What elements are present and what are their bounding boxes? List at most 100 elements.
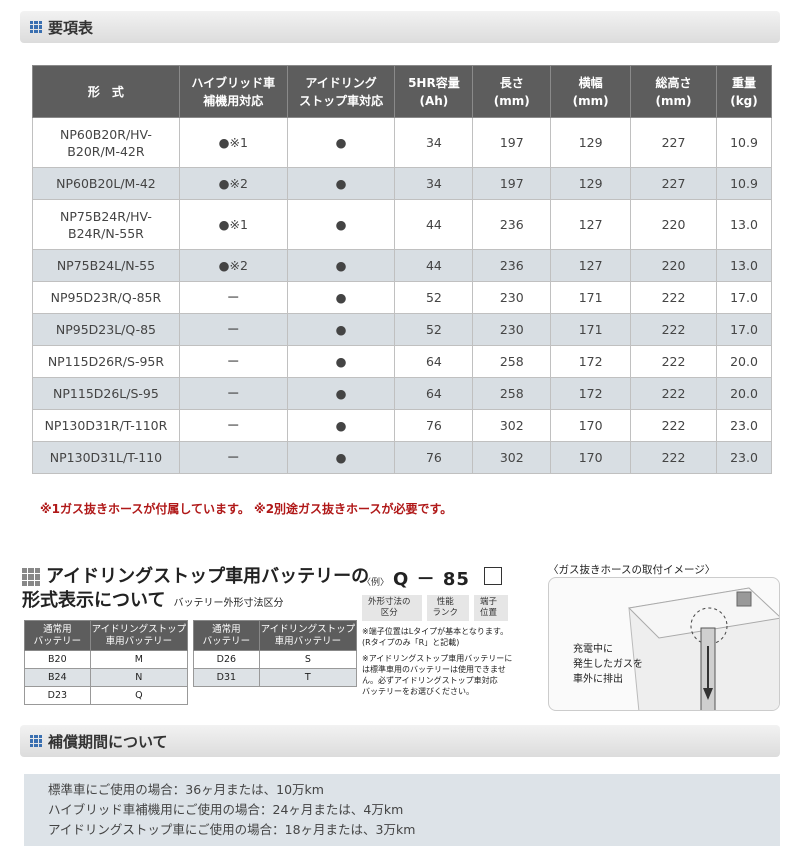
cell-length: 230 — [472, 313, 552, 346]
table-row: D31 T — [193, 668, 358, 687]
grid-icon — [30, 21, 42, 33]
cell-weight: 17.0 — [715, 313, 773, 346]
cell-length: 236 — [472, 199, 552, 250]
cell-weight: 10.9 — [715, 117, 773, 168]
cell-idle: ● — [286, 313, 396, 346]
cell-idle: ● — [286, 441, 396, 474]
warranty-standard: 標準車にご使用の場合：36ヶ月または、10万km — [48, 782, 324, 797]
hose-illustration: 充電中に 発生したガスを 車外に排出 — [548, 577, 780, 711]
cell-width: 127 — [550, 249, 632, 282]
table-row: B24 N — [24, 668, 189, 687]
spec-table: 形 式 ハイブリッド車 補機用対応 アイドリング ストップ車対応 5HR容量 (Ah)… — [32, 65, 773, 474]
cell-model: NP75B24L/N-55 — [32, 249, 180, 282]
cell-idle: ● — [286, 117, 396, 168]
cell-hybrid: ー — [178, 313, 288, 346]
cell-width: 170 — [550, 409, 632, 442]
cell-weight: 13.0 — [715, 199, 773, 250]
cell-length: 236 — [472, 249, 552, 282]
col-header-length: 長さ (mm) — [472, 65, 552, 118]
col-header-capacity: 5HR容量 (Ah) — [394, 65, 474, 118]
grid-icon — [30, 735, 42, 747]
col-header-height: 総高さ (mm) — [630, 65, 717, 118]
cell-idle: ● — [286, 409, 396, 442]
cell-hybrid: ー — [178, 441, 288, 474]
cell-model: NP115D26L/S-95 — [32, 377, 180, 410]
grid-icon-large — [22, 568, 40, 586]
table-row: NP95D23L/Q-85 ー ● 52 230 171 222 17.0 — [32, 313, 773, 346]
battery-hose-diagram-icon — [627, 587, 779, 710]
cell-hybrid: ●※2 — [178, 167, 288, 200]
mini-header-normal: 通常用 バッテリー — [193, 620, 260, 651]
table-row: NP115D26R/S-95R ー ● 64 258 172 222 20.0 — [32, 345, 773, 378]
cell-length: 197 — [472, 117, 552, 168]
cell-width: 127 — [550, 199, 632, 250]
warranty-section-header: 補償期間について — [20, 725, 780, 757]
cell-weight: 20.0 — [715, 377, 773, 410]
cell-capacity: 44 — [394, 199, 474, 250]
cell-height: 222 — [630, 313, 717, 346]
cell-idle: ● — [286, 377, 396, 410]
cell-capacity: 76 — [394, 441, 474, 474]
cell-width: 129 — [550, 167, 632, 200]
table-row: NP60B20R/HV- B20R/M-42R ●※1 ● 34 197 129 227 10.… — [32, 117, 773, 168]
cell-idle: ● — [286, 345, 396, 378]
label-performance-rank: 性能 ランク — [426, 595, 470, 621]
cell-height: 220 — [630, 249, 717, 282]
cell-idle: ● — [286, 199, 396, 250]
cell-width: 171 — [550, 313, 632, 346]
col-header-width: 横幅 (mm) — [550, 65, 632, 118]
cell-model: NP75B24R/HV- B24R/N-55R — [32, 199, 180, 250]
cell-model: NP95D23R/Q-85R — [32, 281, 180, 314]
idle-section-title: アイドリングストップ車用バッテリーの 形式表示について バッテリー外形寸法区分 — [22, 565, 370, 616]
cell-capacity: 64 — [394, 377, 474, 410]
cell-hybrid: ー — [178, 281, 288, 314]
cell-model: NP60B20L/M-42 — [32, 167, 180, 200]
example-code: Q － 85 — [393, 569, 470, 590]
cell-width: 172 — [550, 377, 632, 410]
mini-header-normal: 通常用 バッテリー — [24, 620, 91, 651]
mini-header-idle: アイドリングストップ 車用バッテリー — [89, 620, 189, 651]
cell-weight: 20.0 — [715, 345, 773, 378]
size-class-table-left: 通常用 バッテリー アイドリングストップ 車用バッテリー B20 M B24 N D23… — [24, 620, 189, 705]
cell-height: 222 — [630, 409, 717, 442]
cell-capacity: 44 — [394, 249, 474, 282]
cell-height: 222 — [630, 345, 717, 378]
label-terminal-position: 端子 位置 — [474, 595, 509, 621]
spec-footnote: ※1ガス抜きホースが付属しています。 ※2別途ガス抜きホースが必要です。 — [40, 502, 453, 516]
terminal-box-icon — [483, 567, 502, 585]
cell-length: 258 — [472, 377, 552, 410]
cell-model: NP95D23L/Q-85 — [32, 313, 180, 346]
cell-width: 172 — [550, 345, 632, 378]
idle-title-line1: アイドリングストップ車用バッテリーの — [46, 566, 370, 587]
example-prefix: 〈例〉 — [362, 578, 390, 588]
idle-subtitle: バッテリー外形寸法区分 — [173, 598, 284, 609]
col-header-idle: アイドリング ストップ車対応 — [286, 65, 396, 118]
idle-title-line2: 形式表示について バッテリー外形寸法区分 — [22, 590, 284, 611]
cell-model: NP115D26R/S-95R — [32, 345, 180, 378]
table-row: NP130D31L/T-110 ー ● 76 302 170 222 23.0 — [32, 441, 773, 474]
cell-model: NP130D31R/T-110R — [32, 409, 180, 442]
warranty-box: 標準車にご使用の場合：36ヶ月または、10万km ハイブリッド車補機用にご使用の… — [24, 774, 780, 846]
label-size-class: 外形寸法の 区分 — [362, 595, 422, 621]
cell-hybrid: ●※1 — [178, 117, 288, 168]
hose-description: 充電中に 発生したガスを 車外に排出 — [573, 644, 643, 685]
warranty-section-title: 補償期間について — [48, 732, 168, 751]
cell-model: NP130D31L/T-110 — [32, 441, 180, 474]
cell-hybrid: ー — [178, 409, 288, 442]
cell-capacity: 34 — [394, 167, 474, 200]
warranty-idle-stop: アイドリングストップ車にご使用の場合：18ヶ月または、3万km — [48, 822, 416, 837]
cell-capacity: 76 — [394, 409, 474, 442]
table-row: NP60B20L/M-42 ●※2 ● 34 197 129 227 10.9 — [32, 167, 773, 200]
cell-capacity: 52 — [394, 313, 474, 346]
cell-hybrid: ●※1 — [178, 199, 288, 250]
cell-height: 227 — [630, 167, 717, 200]
cell-idle: ● — [286, 281, 396, 314]
cell-model: NP60B20R/HV- B20R/M-42R — [32, 117, 180, 168]
cell-length: 230 — [472, 281, 552, 314]
col-header-hybrid: ハイブリッド車 補機用対応 — [178, 65, 288, 118]
cell-weight: 10.9 — [715, 167, 773, 200]
cell-height: 222 — [630, 441, 717, 474]
cell-height: 222 — [630, 377, 717, 410]
table-row: B20 M — [24, 650, 189, 669]
table-row: NP95D23R/Q-85R ー ● 52 230 171 222 17.0 — [32, 281, 773, 314]
